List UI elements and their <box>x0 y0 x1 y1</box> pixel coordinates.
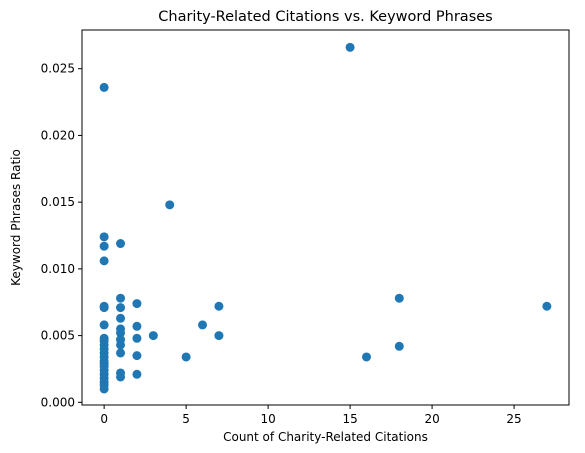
y-axis-ticks: 0.000 0.005 0.010 0.015 0.020 0.025 <box>41 62 82 409</box>
x-axis-ticks: 0 5 10 15 20 25 <box>100 405 522 426</box>
x-tick-label: 15 <box>342 412 357 426</box>
data-point <box>99 241 109 251</box>
chart-title: Charity-Related Citations vs. Keyword Ph… <box>158 9 492 25</box>
y-tick-label: 0.015 <box>41 195 75 209</box>
data-point <box>99 320 109 330</box>
data-point <box>148 331 158 341</box>
plot-frame <box>81 29 570 406</box>
data-point <box>394 293 404 303</box>
data-point <box>116 313 126 323</box>
data-point <box>99 384 109 394</box>
data-point <box>116 348 126 358</box>
data-point <box>214 331 224 341</box>
data-point <box>116 293 126 303</box>
data-point <box>132 351 142 361</box>
y-tick-label: 0.000 <box>41 395 75 409</box>
data-point <box>116 303 126 313</box>
data-point <box>116 372 126 382</box>
x-axis-label: Count of Charity-Related Citations <box>223 430 428 444</box>
data-point <box>214 301 224 311</box>
y-tick-label: 0.010 <box>41 262 75 276</box>
data-point <box>132 333 142 343</box>
data-point <box>116 239 126 249</box>
x-tick-label: 10 <box>260 412 275 426</box>
data-point <box>99 82 109 92</box>
data-point <box>165 200 175 210</box>
y-tick-label: 0.005 <box>41 329 75 343</box>
data-point <box>99 232 109 242</box>
data-point <box>99 256 109 266</box>
x-tick-label: 5 <box>182 412 190 426</box>
x-tick-label: 0 <box>100 412 108 426</box>
data-points <box>99 42 552 394</box>
data-point <box>361 352 371 362</box>
data-point <box>132 321 142 331</box>
data-point <box>394 341 404 351</box>
data-point <box>345 42 355 52</box>
data-point <box>132 369 142 379</box>
data-point <box>99 303 109 313</box>
data-point <box>132 299 142 309</box>
data-point <box>116 340 126 350</box>
data-point <box>198 320 208 330</box>
y-axis-label: Keyword Phrases Ratio <box>9 149 23 286</box>
data-point <box>116 328 126 338</box>
y-tick-label: 0.020 <box>41 128 75 142</box>
data-point <box>181 352 191 362</box>
x-tick-label: 25 <box>506 412 521 426</box>
y-tick-label: 0.025 <box>41 62 75 76</box>
x-tick-label: 20 <box>424 412 439 426</box>
data-point <box>542 301 552 311</box>
